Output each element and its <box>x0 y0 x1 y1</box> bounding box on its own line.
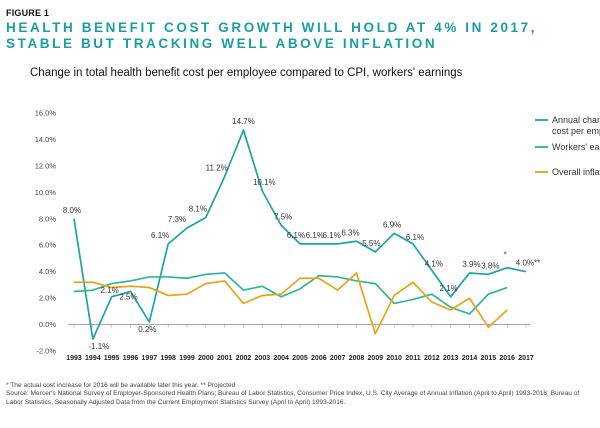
figure-label: FIGURE 1 <box>6 8 50 18</box>
chart-headline: HEALTH BENEFIT COST GROWTH WILL HOLD AT … <box>6 20 538 51</box>
y-tick-label: 4.0% <box>39 267 56 276</box>
data-label: 6.9% <box>383 220 401 229</box>
data-label: 6.1% <box>306 231 324 240</box>
x-tick-label: 2010 <box>386 355 402 362</box>
data-label: 2.1% <box>101 286 119 295</box>
x-tick-label: 2000 <box>198 355 214 362</box>
data-label: 11.2% <box>206 163 228 172</box>
data-label: 7.3% <box>168 215 186 224</box>
data-label: 4.1% <box>425 259 443 268</box>
x-tick-label: 2006 <box>311 355 327 362</box>
data-label: 2.5% <box>119 293 137 302</box>
x-tick-label: 1997 <box>142 355 158 362</box>
x-tick-label: 1994 <box>85 355 101 362</box>
y-tick-label: 10.0% <box>35 188 57 197</box>
data-label: 3.9% <box>462 260 480 269</box>
x-tick-label: 1998 <box>160 355 176 362</box>
data-label: 8.0% <box>63 206 81 215</box>
chart-subtitle: Change in total health benefit cost per … <box>30 67 463 79</box>
x-tick-label: 2013 <box>443 355 459 362</box>
footnote-note: * The actual cost increase for 2016 will… <box>6 382 236 389</box>
x-tick-label: 2008 <box>349 355 365 362</box>
x-tick-label: 2009 <box>368 355 384 362</box>
x-tick-label: 2011 <box>405 355 420 362</box>
data-label: 2.1% <box>440 284 458 293</box>
x-tick-label: 2015 <box>481 355 497 362</box>
data-label: 0.2% <box>138 325 156 334</box>
x-tick-label: 2002 <box>236 355 252 362</box>
data-label: 14.7% <box>232 117 255 126</box>
footnote-source: Source: Mercer's National Survey of Empl… <box>6 390 580 406</box>
y-tick-label: 6.0% <box>39 241 56 250</box>
x-tick-label: 1999 <box>179 355 195 362</box>
series-line-1 <box>73 272 508 315</box>
x-tick-label: 2017 <box>518 355 534 362</box>
x-tick-label: 2012 <box>424 355 440 362</box>
y-tick-label: -2.0% <box>36 347 56 356</box>
x-tick-label: 1995 <box>104 355 120 362</box>
legend-label: Overall inflation <box>552 167 600 177</box>
x-tick-label: 2003 <box>255 355 271 362</box>
y-tick-label: 12.0% <box>35 161 57 170</box>
data-label: 7.5% <box>274 212 292 221</box>
x-tick-label: 2005 <box>292 355 308 362</box>
legend-label: Annual change in total health benefitcos… <box>552 115 600 136</box>
series-line-2 <box>74 272 508 335</box>
y-tick-label: 16.0% <box>35 109 57 118</box>
data-label: * <box>504 251 507 260</box>
x-tick-label: 2007 <box>330 355 346 362</box>
x-tick-label: 2001 <box>217 355 233 362</box>
x-tick-label: 1996 <box>123 355 139 362</box>
data-label: 3.8% <box>481 261 499 270</box>
legend-label: Workers' earnings <box>552 142 600 152</box>
data-label: 6.1% <box>151 231 169 240</box>
data-label: 6.3% <box>341 228 359 237</box>
x-tick-label: 1993 <box>66 355 82 362</box>
data-label: 5.5% <box>362 239 380 248</box>
x-tick-label: 2016 <box>499 355 515 362</box>
footnote: * The actual cost increase for 2016 will… <box>6 382 596 407</box>
y-tick-label: 0.0% <box>39 320 56 329</box>
data-label: 4.0%** <box>516 259 540 268</box>
y-tick-label: 14.0% <box>35 135 57 144</box>
y-tick-label: 8.0% <box>39 214 56 223</box>
data-label: 6.1% <box>323 231 341 240</box>
y-tick-label: 2.0% <box>39 294 56 303</box>
x-tick-label: 2014 <box>462 355 478 362</box>
data-label: -1.1% <box>88 342 109 351</box>
data-label: 6.1% <box>406 233 424 242</box>
data-label: 8.1% <box>189 204 207 213</box>
x-tick-label: 2004 <box>273 355 289 362</box>
data-label: 6.1% <box>287 231 305 240</box>
data-label: 10.1% <box>253 178 276 187</box>
